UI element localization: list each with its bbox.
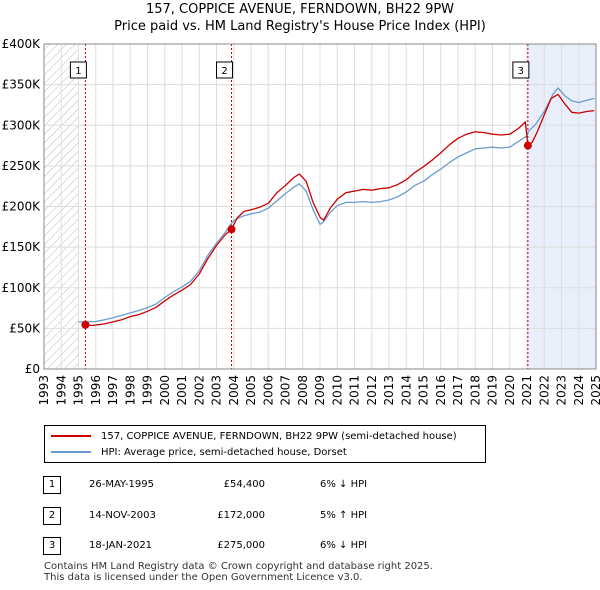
transaction-label-number: 3 — [518, 66, 524, 77]
x-tick-label: 2017 — [451, 375, 465, 406]
x-tick-label: 2007 — [279, 375, 293, 406]
x-tick-label: 2010 — [330, 375, 344, 406]
x-tick-label: 2015 — [417, 375, 431, 406]
transaction-price: £172,000 — [217, 510, 265, 521]
axes-frame — [43, 43, 597, 370]
transaction-label-frame — [216, 61, 234, 79]
x-tick-label: 2014 — [399, 375, 413, 406]
x-tick-label: 2001 — [175, 375, 189, 406]
x-tick-label: 2003 — [210, 375, 224, 406]
transaction-label-box: 3 — [512, 61, 530, 79]
x-tick-label: 2018 — [468, 375, 482, 406]
y-tick-label: £400K — [2, 37, 42, 51]
x-tick-label: 1996 — [89, 375, 103, 406]
legend: 157, COPPICE AVENUE, FERNDOWN, BH22 9PW … — [44, 425, 486, 463]
transaction-point — [227, 225, 236, 234]
x-tick-label: 2011 — [348, 375, 362, 406]
transaction-label-frame — [69, 61, 87, 79]
transaction-point — [81, 320, 90, 329]
transaction-row: 1 26-MAY-1995 £54,400 6% ↓ HPI — [0, 474, 600, 498]
transaction-hpi-diff: 5% ↑ HPI — [320, 510, 368, 521]
x-tick-label: 2025 — [589, 375, 600, 406]
transaction-date: 18-JAN-2021 — [89, 540, 153, 551]
footer-copyright: Contains HM Land Registry data © Crown c… — [44, 561, 433, 572]
transaction-row: 2 14-NOV-2003 £172,000 5% ↑ HPI — [0, 505, 600, 529]
x-tick-label: 2013 — [382, 375, 396, 406]
y-tick-label: £0 — [25, 362, 40, 376]
x-tick-label: 2002 — [192, 375, 206, 406]
transaction-number: 3 — [43, 537, 61, 555]
x-tick-label: 2021 — [520, 375, 534, 406]
x-tick-label: 1994 — [54, 375, 68, 406]
legend-swatch-hpi — [51, 451, 91, 453]
transaction-point — [523, 141, 532, 150]
legend-label-hpi: HPI: Average price, semi-detached house,… — [101, 446, 347, 458]
x-tick-label: 2012 — [365, 375, 379, 406]
y-tick-label: £350K — [2, 78, 42, 92]
y-tick-label: £50K — [9, 321, 41, 335]
y-tick-label: £100K — [2, 281, 42, 295]
transaction-price: £54,400 — [223, 479, 265, 490]
transaction-date: 14-NOV-2003 — [89, 510, 156, 521]
property-series-line — [85, 93, 595, 327]
x-tick-label: 1999 — [141, 375, 155, 406]
transaction-hpi-diff: 6% ↓ HPI — [320, 479, 368, 490]
x-tick-label: 2022 — [537, 375, 551, 406]
x-tick-label: 1998 — [123, 375, 137, 406]
hpi-series-line — [78, 87, 595, 323]
transaction-label-box: 1 — [69, 61, 87, 79]
x-tick-label: 2019 — [486, 375, 500, 406]
x-tick-label: 2009 — [313, 375, 327, 406]
y-tick-label: £200K — [2, 200, 42, 214]
x-tick-label: 2000 — [158, 375, 172, 406]
legend-item-property: 157, COPPICE AVENUE, FERNDOWN, BH22 9PW … — [51, 428, 457, 444]
x-tick-label: 2005 — [244, 375, 258, 406]
transaction-number: 2 — [43, 507, 61, 525]
x-tick-label: 2023 — [555, 375, 569, 406]
legend-item-hpi: HPI: Average price, semi-detached house,… — [51, 444, 347, 460]
transaction-label-frame — [512, 61, 530, 79]
transaction-hpi-diff: 6% ↓ HPI — [320, 540, 368, 551]
x-tick-label: 1993 — [37, 375, 51, 406]
transaction-number: 1 — [43, 476, 61, 494]
transaction-label-number: 1 — [75, 66, 81, 77]
x-tick-label: 2004 — [227, 375, 241, 406]
x-tick-label: 2008 — [296, 375, 310, 406]
legend-label-property: 157, COPPICE AVENUE, FERNDOWN, BH22 9PW … — [101, 430, 457, 442]
x-tick-label: 2024 — [572, 375, 586, 406]
chart-subtitle: Price paid vs. HM Land Registry's House … — [114, 19, 486, 34]
transaction-row: 3 18-JAN-2021 £275,000 6% ↓ HPI — [0, 535, 600, 559]
transaction-price: £275,000 — [217, 540, 265, 551]
x-tick-label: 1997 — [106, 375, 120, 406]
transaction-label-number: 2 — [221, 66, 227, 77]
footer-licence: This data is licensed under the Open Gov… — [44, 572, 363, 583]
legend-swatch-property — [51, 435, 91, 437]
y-tick-label: £150K — [2, 240, 42, 254]
chart-title: 157, COPPICE AVENUE, FERNDOWN, BH22 9PW — [145, 2, 455, 17]
transaction-label-box: 2 — [216, 61, 234, 79]
x-tick-label: 2006 — [261, 375, 275, 406]
y-tick-label: £300K — [2, 118, 42, 132]
y-tick-label: £250K — [2, 159, 42, 173]
price-chart: £0 £50K £100K £150K £200K £250K £300K £350K £400… — [2, 37, 600, 406]
x-tick-label: 2020 — [503, 375, 517, 406]
x-tick-label: 1995 — [72, 375, 86, 406]
x-tick-label: 2016 — [434, 375, 448, 406]
transaction-date: 26-MAY-1995 — [89, 479, 155, 490]
